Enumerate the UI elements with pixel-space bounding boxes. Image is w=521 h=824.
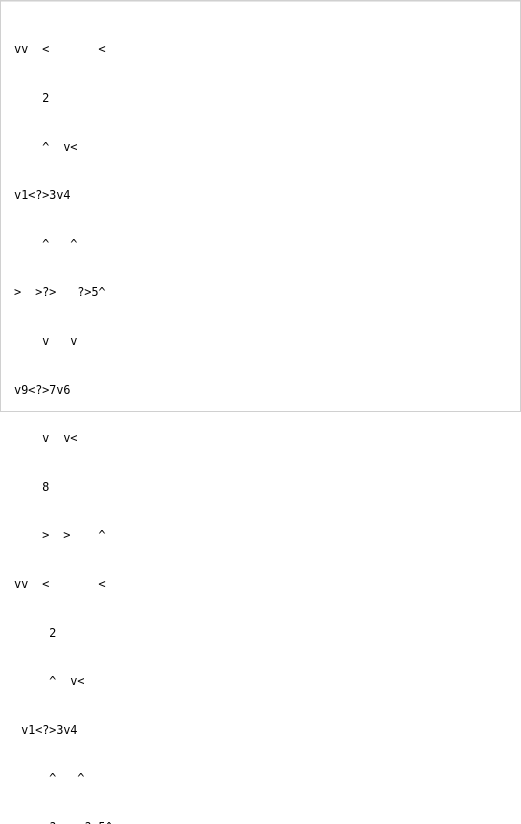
code-line: ^ v< [0, 139, 78, 154]
code-line: v9<?>7v6 [0, 382, 71, 397]
code-line: v1<?>3v4 [0, 722, 78, 737]
code-line: v v< [0, 431, 78, 446]
code-line: 8 [0, 479, 50, 494]
code-line: ^ ^ [0, 771, 85, 786]
code-line: 2 [0, 91, 50, 105]
befunge-source-listing: vv < < 2 ^ v< v1<?>3v4 ^ ^ > >?> ?>5^ v … [0, 9, 521, 824]
code-line: vv < < [0, 576, 106, 591]
code-line: 2 [0, 625, 57, 640]
code-line: ^ v< [0, 674, 85, 689]
window-top-edge [1, 1, 520, 2]
code-line: vv < < [0, 42, 106, 57]
code-line: ^ ^ [0, 236, 78, 251]
code-line: > >?> ?>5^ [0, 819, 521, 824]
code-line: v1<?>3v4 [0, 188, 71, 203]
code-line: > > ^ [0, 528, 106, 543]
code-line: > >?> ?>5^ [0, 285, 106, 300]
code-line: v v [0, 333, 78, 348]
